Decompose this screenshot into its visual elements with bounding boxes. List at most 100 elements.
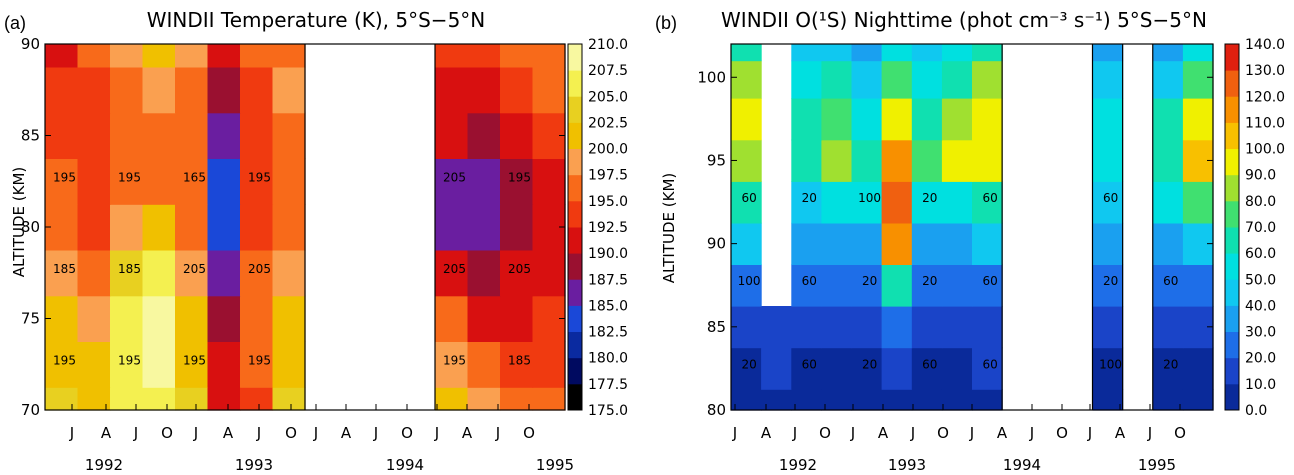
a-cell [240, 249, 274, 297]
a-year-label: 1994 [386, 456, 424, 474]
a-ytick-label: 85 [21, 127, 40, 145]
b-cell [731, 347, 762, 390]
panel-a-ylabel: ALTITUDE (KM) [10, 167, 28, 278]
b-colorbar-label: 0.0 [1245, 403, 1267, 419]
b-cell [821, 60, 853, 99]
b-colorbar-swatch [1225, 357, 1239, 385]
a-contour-label: 185 [508, 353, 531, 367]
a-cell [435, 158, 469, 205]
a-cell [272, 158, 306, 205]
panel-b-label: (b) [655, 13, 677, 33]
b-cell [911, 389, 943, 411]
a-cell [142, 341, 176, 388]
b-cell [1182, 98, 1214, 141]
a-colorbar-label: 187.5 [588, 272, 628, 288]
b-cell [791, 347, 822, 390]
b-cell [941, 222, 973, 265]
b-cell [1182, 264, 1214, 307]
a-cell [240, 341, 274, 388]
a-cell [467, 204, 501, 251]
b-contour-label: 20 [741, 357, 756, 371]
a-cell [272, 44, 306, 68]
b-colorbar-swatch [1225, 174, 1239, 202]
a-contour-label: 195 [118, 170, 141, 184]
b-ytick-label: 80 [707, 401, 726, 419]
a-colorbar-swatch [568, 148, 582, 176]
a-cell [500, 44, 534, 68]
b-xtick-label: A [878, 424, 889, 442]
a-cell [45, 66, 79, 114]
a-xtick-label: J [193, 424, 198, 442]
a-colorbar-label: 177.5 [588, 377, 628, 393]
b-xtick-label: O [1174, 424, 1186, 442]
b-cell [1152, 264, 1184, 307]
b-contour-label: 100 [738, 274, 761, 288]
b-contour-label: 20 [922, 191, 937, 205]
b-cell [972, 44, 1003, 62]
a-cell [77, 44, 111, 68]
b-cell [911, 44, 943, 62]
b-cell [761, 306, 792, 349]
b-colorbar-label: 10.0 [1245, 377, 1276, 393]
b-cell [851, 347, 883, 390]
a-cell [467, 249, 501, 297]
b-cell [1092, 139, 1124, 182]
b-contour-label: 20 [1163, 357, 1178, 371]
a-ytick-label: 75 [21, 310, 40, 328]
a-cell [110, 295, 144, 342]
b-cell [972, 222, 1003, 265]
b-cell [1092, 98, 1124, 141]
b-cell [1152, 222, 1184, 265]
a-cell [110, 112, 144, 159]
a-colorbar-label: 192.5 [588, 220, 628, 236]
a-cell [77, 66, 111, 114]
b-colorbar-swatch [1225, 305, 1239, 332]
a-cell [175, 112, 209, 159]
a-colorbar-label: 200.0 [588, 142, 628, 158]
a-cell [272, 249, 306, 297]
a-contour-label: 185 [118, 262, 141, 276]
b-contour-label: 60 [1103, 191, 1118, 205]
b-cell [941, 44, 973, 62]
a-cell [142, 66, 176, 114]
b-cell [972, 98, 1003, 141]
a-cell [142, 158, 176, 205]
b-xtick-label: A [1115, 424, 1126, 442]
b-colorbar-label: 60.0 [1245, 246, 1276, 262]
a-cell [272, 295, 306, 342]
b-cell [1152, 389, 1184, 411]
a-cell [532, 341, 566, 388]
a-colorbar-swatch [568, 331, 582, 359]
b-cell [1152, 44, 1184, 62]
b-cell [972, 264, 1003, 307]
a-cell [435, 204, 469, 251]
a-colorbar-swatch [568, 200, 582, 228]
b-colorbar-swatch [1225, 383, 1239, 411]
a-cell [467, 44, 501, 68]
b-cell [1182, 347, 1214, 390]
a-cell [207, 249, 241, 297]
a-cell [240, 44, 274, 68]
a-cell [532, 158, 566, 205]
a-cell [207, 66, 241, 114]
b-colorbar-swatch [1225, 253, 1239, 280]
a-cell [435, 295, 469, 342]
b-colorbar-label: 110.0 [1245, 115, 1285, 131]
b-colorbar-swatch [1225, 331, 1239, 359]
a-cell [467, 387, 501, 411]
a-contour-label: 165 [183, 170, 206, 184]
panel-b-ylabel: ALTITUDE (KM) [660, 173, 678, 284]
a-cell [45, 158, 79, 205]
b-cell [761, 347, 792, 390]
b-cell [1092, 44, 1124, 62]
b-colorbar-label: 80.0 [1245, 194, 1276, 210]
b-cell [1182, 44, 1214, 62]
a-cell [272, 66, 306, 114]
b-cell [821, 222, 853, 265]
a-cell [45, 44, 79, 68]
b-contour-label: 60 [741, 191, 756, 205]
b-cell [1152, 347, 1184, 390]
b-contour-label: 60 [982, 357, 997, 371]
